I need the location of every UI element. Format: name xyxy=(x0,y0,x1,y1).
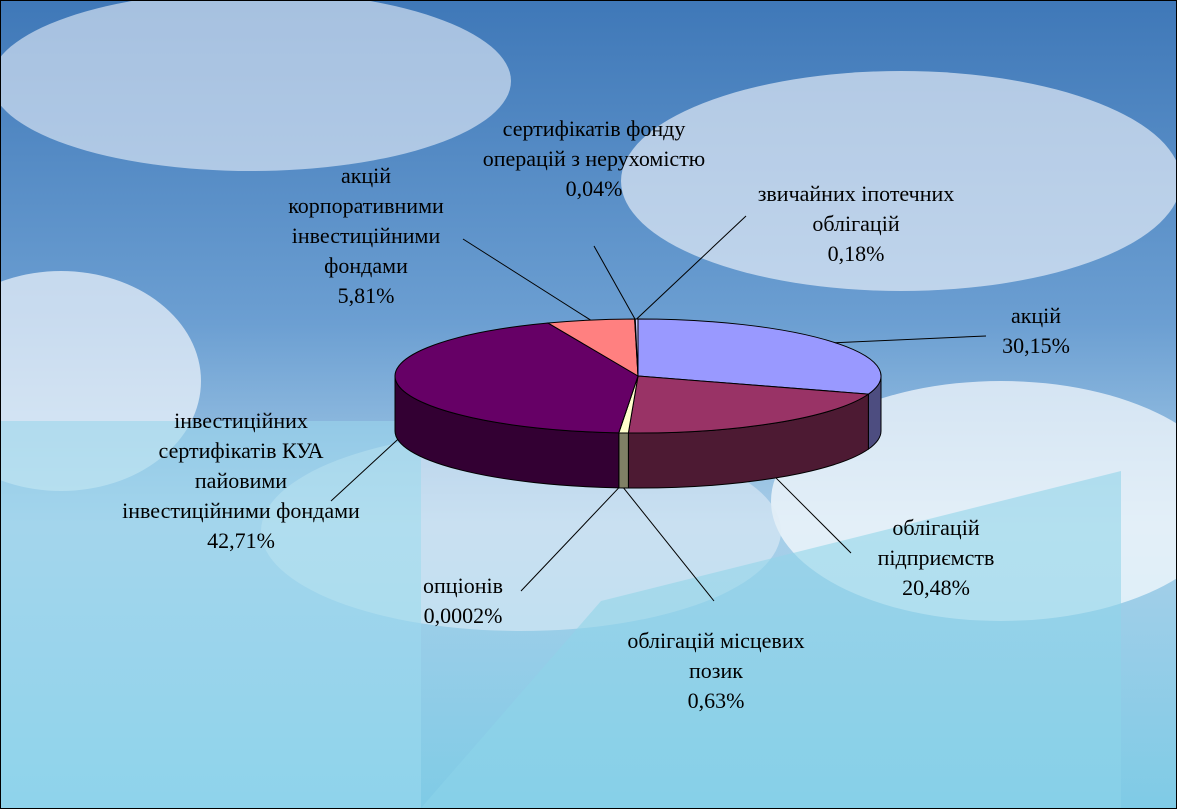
data-label: облігацій місцевих позик 0,63% xyxy=(601,626,831,716)
category-label: інвестиційних сертифікатів КУА пайовими … xyxy=(122,408,360,523)
value-label: 0,18% xyxy=(827,241,885,266)
leader-line xyxy=(330,439,399,502)
leader-line xyxy=(520,487,620,592)
category-label: опціонів xyxy=(423,573,503,598)
leader-line xyxy=(775,477,852,554)
value-label: 0,04% xyxy=(565,176,623,201)
category-label: сертифікатів фонду операцій з нерухоміст… xyxy=(482,116,706,171)
data-label: сертифікатів фонду операцій з нерухоміст… xyxy=(469,114,719,204)
value-label: 42,71% xyxy=(207,528,275,553)
slice xyxy=(627,375,870,434)
leader-line xyxy=(636,215,747,320)
data-label: акцій 30,15% xyxy=(971,301,1101,361)
category-label: облігацій місцевих позик xyxy=(627,628,805,683)
category-label: акцій xyxy=(1010,303,1062,328)
value-label: 0,63% xyxy=(687,688,745,713)
slice-side xyxy=(618,432,629,489)
data-label: звичайних іпотечних облігацій 0,18% xyxy=(731,179,981,269)
value-label: 5,81% xyxy=(337,283,395,308)
value-label: 0,0002% xyxy=(423,603,503,628)
category-label: звичайних іпотечних облігацій xyxy=(757,181,955,236)
data-label: інвестиційних сертифікатів КУА пайовими … xyxy=(121,406,361,556)
leader-line xyxy=(462,238,591,321)
category-label: акцій корпоративними інвестиційними фонд… xyxy=(288,163,444,278)
value-label: 30,15% xyxy=(1002,333,1070,358)
data-label: облігацій підприємств 20,48% xyxy=(851,513,1021,603)
leader-line xyxy=(623,487,715,602)
slice xyxy=(634,318,639,377)
leader-line xyxy=(593,245,636,320)
data-label: опціонів 0,0002% xyxy=(398,571,528,631)
category-label: облігацій підприємств xyxy=(877,515,995,570)
value-label: 20,48% xyxy=(902,575,970,600)
slice xyxy=(394,322,639,434)
leader-line xyxy=(835,335,987,344)
data-label: акцій корпоративними інвестиційними фонд… xyxy=(261,161,471,311)
